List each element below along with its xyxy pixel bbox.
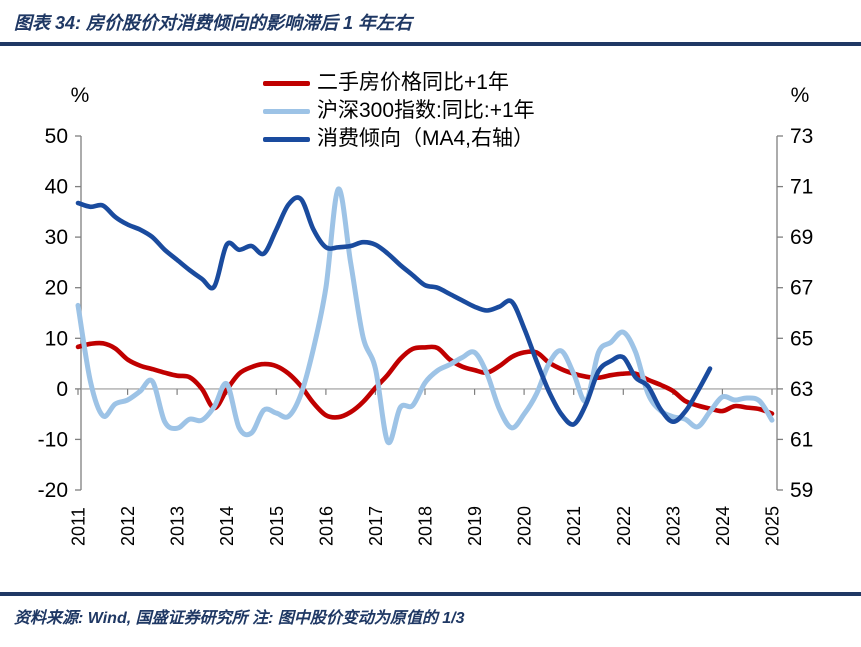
- x-axis-year-label: 2024: [713, 506, 733, 546]
- x-axis-year-label: 2020: [515, 506, 535, 546]
- x-axis-year-label: 2013: [168, 506, 188, 546]
- left-axis-tick-label: 20: [45, 277, 68, 300]
- title-separator: [0, 42, 861, 46]
- legend-line-swatch-lightblue: [263, 108, 310, 114]
- footer-separator: [0, 592, 861, 596]
- x-axis-year-label: 2025: [763, 506, 783, 546]
- axis-labels: 50 40 30 20 10 0 -10 -20 73 71 69 67 65 63 61 59 2011 201…: [38, 125, 814, 546]
- right-axis-tick-label: 65: [790, 327, 813, 350]
- right-axis-tick-label: 67: [790, 277, 813, 300]
- x-axis-year-label: 2011: [69, 507, 89, 546]
- left-axis-tick-label: 50: [45, 125, 68, 148]
- legend-line-swatch-darkblue: [263, 136, 310, 142]
- legend-item-house-price: 二手房价格同比+1年: [263, 69, 535, 97]
- series-csi300-line: [75, 186, 775, 446]
- series-consumption-line: [75, 195, 713, 427]
- legend-label: 二手房价格同比+1年: [317, 71, 509, 94]
- legend-item-consumption: 消费倾向（MA4,右轴）: [263, 125, 535, 153]
- source-note: 资料来源: Wind, 国盛证券研究所 注: 图中股价变动为原值的 1/3: [14, 610, 465, 627]
- axes: [75, 135, 783, 491]
- x-axis-year-label: 2016: [316, 506, 336, 546]
- left-axis-tick-label: 40: [45, 176, 68, 199]
- x-axis-year-label: 2021: [564, 506, 584, 546]
- legend-item-csi300: 沪深300指数:同比:+1年: [263, 97, 535, 125]
- x-axis-year-label: 2014: [217, 506, 237, 546]
- legend-line-swatch-red: [263, 80, 310, 86]
- x-axis-year-label: 2015: [267, 506, 287, 546]
- x-axis-year-label: 2023: [663, 506, 683, 546]
- legend-label: 消费倾向（MA4,右轴）: [317, 127, 535, 150]
- left-axis-tick-label: 10: [45, 327, 68, 350]
- right-axis-tick-label: 69: [790, 226, 813, 249]
- right-axis-unit: %: [790, 84, 810, 107]
- x-axis-year-label: 2019: [465, 506, 485, 546]
- left-axis-tick-label: -20: [38, 479, 68, 502]
- right-axis-tick-label: 61: [790, 428, 813, 451]
- right-axis-tick-label: 63: [790, 378, 813, 401]
- left-axis-unit: %: [70, 84, 90, 107]
- right-axis-tick-label: 59: [790, 479, 813, 502]
- right-axis-tick-label: 71: [790, 176, 813, 199]
- chart-title: 图表 34: 房价股价对消费倾向的影响滞后 1 年左右: [14, 13, 413, 33]
- series-lines: [75, 186, 775, 446]
- x-axis-year-label: 2018: [416, 506, 436, 546]
- legend: 二手房价格同比+1年 沪深300指数:同比:+1年 消费倾向（MA4,右轴）: [263, 69, 535, 153]
- left-axis-tick-label: 0: [56, 378, 68, 401]
- x-axis-year-label: 2017: [366, 506, 386, 546]
- x-axis-year-label: 2022: [614, 506, 634, 546]
- legend-label: 沪深300指数:同比:+1年: [317, 99, 535, 122]
- left-axis-tick-label: -10: [38, 428, 68, 451]
- left-axis-tick-label: 30: [45, 226, 68, 249]
- right-axis-tick-label: 73: [790, 125, 813, 148]
- x-axis-year-label: 2012: [118, 506, 138, 546]
- series-house-price-line: [75, 340, 775, 420]
